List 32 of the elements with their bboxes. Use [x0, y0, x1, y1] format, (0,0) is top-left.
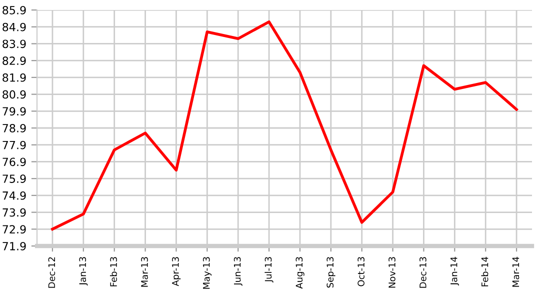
- x-tick-label: Mar-13: [141, 257, 148, 287]
- x-tick-label: Sep-13: [326, 257, 336, 288]
- x-tick-label: Aug-13: [296, 257, 304, 289]
- y-tick-label: 81.9: [2, 73, 26, 82]
- line-series: [51, 20, 518, 231]
- x-tick-label: Dec-13: [420, 257, 426, 288]
- y-tick-label: 73.9: [2, 208, 26, 217]
- y-tick-label: 75.9: [2, 174, 26, 183]
- x-tick-label: Jan-14: [450, 256, 459, 286]
- x-tick-label: May-13: [202, 257, 212, 289]
- y-tick-label: 80.9: [2, 90, 26, 99]
- y-tick-label: 84.9: [2, 22, 26, 32]
- x-tick-label: Feb-14: [481, 256, 488, 286]
- x-tick-label: Dec-12: [48, 257, 56, 288]
- x-tick-label: Feb-13: [110, 257, 117, 286]
- y-tick-label: 83.9: [2, 40, 26, 48]
- x-tick-label: Nov-13: [388, 257, 396, 288]
- y-tick-label: 78.9: [2, 124, 26, 132]
- y-tick-label: 77.9: [2, 140, 26, 150]
- x-tick-label: Jan-13: [79, 257, 88, 286]
- x-tick-label: Jul-13: [264, 257, 274, 283]
- x-tick-label: Jun-13: [234, 257, 242, 286]
- y-tick-label: 85.9: [2, 6, 26, 14]
- y-tick-label: 82.9: [2, 56, 26, 65]
- y-tick-label: 71.9: [2, 242, 26, 250]
- y-tick-label: 79.9: [2, 107, 26, 116]
- x-tick-label: Oct-13: [358, 257, 364, 286]
- x-tick-label: Mar-14: [512, 256, 520, 287]
- x-tick-label: Apr-13: [172, 257, 181, 286]
- y-tick-label: 74.9: [2, 191, 26, 200]
- y-tick-label: 76.9: [2, 158, 26, 166]
- y-tick-label: 72.9: [2, 225, 26, 234]
